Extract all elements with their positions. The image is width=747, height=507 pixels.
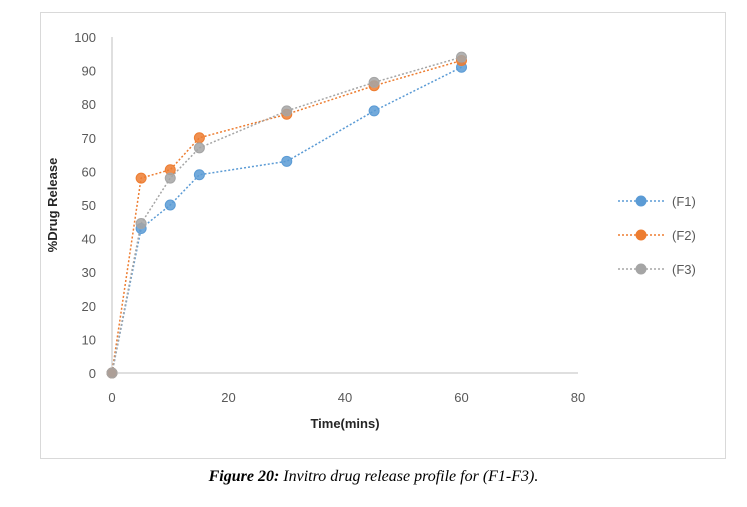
figure-caption: Figure 20: Invitro drug release profile … <box>0 468 747 486</box>
y-tick-label: 90 <box>82 64 96 79</box>
x-tick-label: 60 <box>454 390 468 405</box>
y-tick-label: 10 <box>82 332 96 347</box>
data-point-2 <box>135 172 147 184</box>
data-point-3 <box>281 105 293 117</box>
data-point-1 <box>193 169 205 181</box>
legend-marker-1 <box>635 195 647 207</box>
legend-label-1: (F1) <box>672 194 696 209</box>
y-tick-label: 70 <box>82 131 96 146</box>
data-point-2 <box>193 132 205 144</box>
data-point-3 <box>106 367 118 379</box>
y-tick-label: 80 <box>82 97 96 112</box>
caption-text: Invitro drug release profile for (F1-F3)… <box>279 468 539 485</box>
y-axis-title: %Drug Release <box>45 158 60 253</box>
series-line-3 <box>111 56 462 374</box>
data-point-3 <box>135 217 147 229</box>
y-tick-label: 0 <box>89 366 96 381</box>
legend-marker-2 <box>635 229 647 241</box>
data-point-1 <box>164 199 176 211</box>
chart-frame <box>40 12 726 459</box>
x-tick-label: 0 <box>108 390 115 405</box>
x-tick-label: 40 <box>338 390 352 405</box>
y-tick-label: 30 <box>82 265 96 280</box>
data-point-3 <box>456 51 467 63</box>
legend-label-3: (F3) <box>672 262 696 277</box>
caption-label: Figure 20: <box>208 468 280 485</box>
x-tick-label: 80 <box>571 390 585 405</box>
data-point-3 <box>193 142 205 154</box>
x-axis-title: Time(mins) <box>310 416 379 431</box>
line-chart: 0 10 20 30 40 50 60 70 80 90 100 0 20 40 60 80 Time(mins… <box>45 30 696 431</box>
legend-marker-3 <box>635 263 647 275</box>
y-tick-label: 60 <box>82 164 96 179</box>
legend-label-2: (F2) <box>672 228 696 243</box>
data-point-1 <box>281 155 293 167</box>
data-point-1 <box>368 105 380 117</box>
y-tick-label: 20 <box>82 299 96 314</box>
x-tick-label: 20 <box>221 390 235 405</box>
data-point-3 <box>368 76 380 88</box>
data-point-3 <box>164 172 176 184</box>
y-tick-label: 40 <box>82 232 96 247</box>
y-tick-label: 50 <box>82 198 96 213</box>
y-tick-label: 100 <box>74 30 96 45</box>
